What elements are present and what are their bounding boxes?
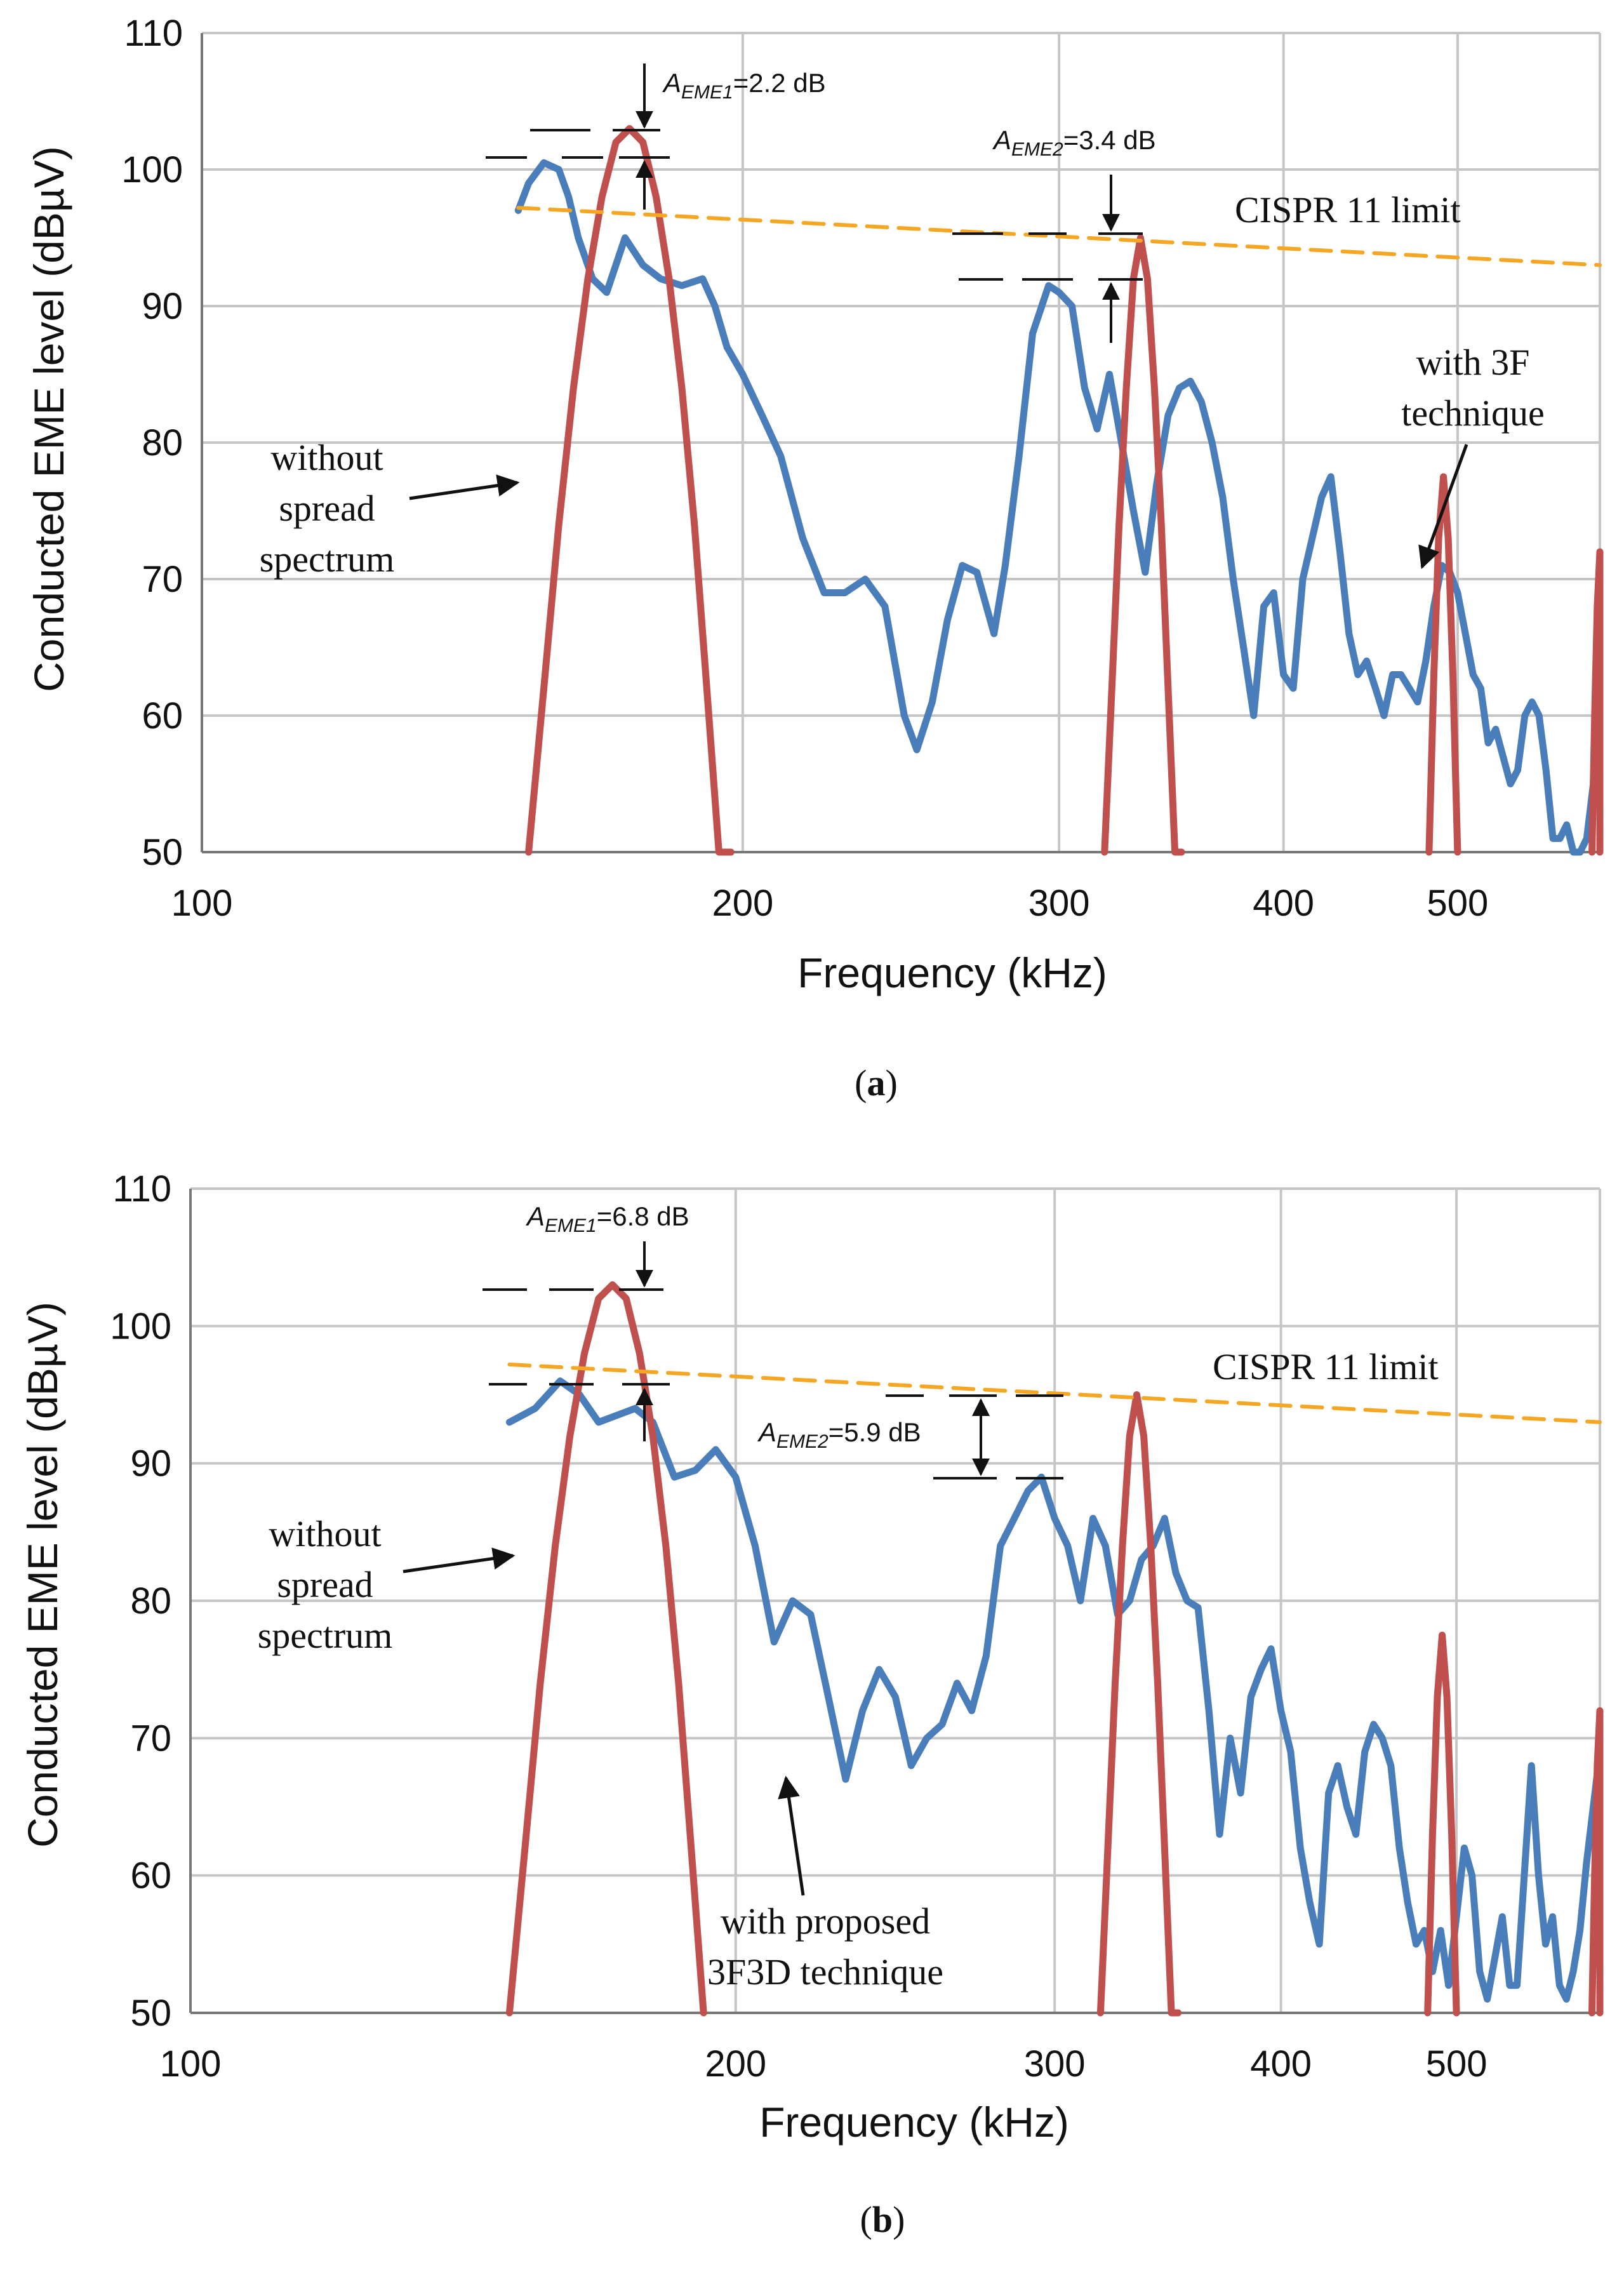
y-tick-label: 90 — [130, 1443, 171, 1485]
x-axis-label-a: Frequency (kHz) — [797, 949, 1107, 996]
series-a — [514, 125, 1604, 856]
aeme2-b-sub: EME2 — [776, 1431, 829, 1452]
svg-text:AEME2=5.9 dB: AEME2=5.9 dB — [757, 1417, 921, 1452]
x-tick-label: 100 — [160, 2043, 222, 2085]
aeme1-a-letter: A — [662, 68, 681, 98]
without-ss-label-b: without spread spectrum — [258, 1513, 516, 1656]
aeme1-b-sub: EME1 — [545, 1215, 597, 1236]
x-tick-label: 400 — [1250, 2043, 1312, 2085]
y-axis-label-a: Conducted EME level (dBµV) — [25, 146, 72, 692]
with-3f-a-line1: with 3F — [1416, 342, 1530, 383]
without-ss-b-line1: without — [269, 1513, 381, 1554]
y-tick-label: 50 — [130, 1993, 171, 2034]
with-3f-a-line2: technique — [1401, 392, 1544, 434]
cispr-label-b: CISPR 11 limit — [1213, 1346, 1439, 1387]
panel-label-b: (b) — [860, 2199, 905, 2240]
with-3f-label-a: with 3F technique — [1401, 342, 1545, 570]
without-ss-a-line2: spread — [279, 488, 375, 529]
y-tick-label: 50 — [142, 832, 183, 873]
grid-a — [201, 32, 1601, 853]
aeme2-annotation-a: AEME2=3.4 dB — [952, 125, 1156, 343]
aeme2-annotation-b: AEME2=5.9 dB — [757, 1394, 1063, 1479]
y-tick-label: 60 — [130, 1855, 171, 1897]
aeme2-b-value: =5.9 dB — [829, 1417, 921, 1447]
aeme1-a-value: =2.2 dB — [733, 68, 826, 98]
without-ss-label-a: without spread spectrum — [260, 437, 520, 580]
x-tick-label: 300 — [1028, 883, 1090, 924]
x-ticks-a: 100 200 300 400 500 — [171, 883, 1489, 924]
without-ss-b-line2: spread — [277, 1564, 373, 1605]
chart-panel-a: 50 60 70 80 90 100 110 100 200 300 400 500 Frequen… — [25, 13, 1604, 1104]
x-axis-label-b: Frequency (kHz) — [759, 2099, 1069, 2146]
aeme1-b-value: =6.8 dB — [597, 1201, 689, 1231]
x-tick-label: 200 — [705, 2043, 766, 2085]
svg-text:AEME1=6.8 dB: AEME1=6.8 dB — [525, 1201, 689, 1236]
svg-text:AEME2=3.4 dB: AEME2=3.4 dB — [992, 125, 1156, 160]
panel-label-a: (a) — [855, 1062, 898, 1104]
y-tick-label: 60 — [142, 695, 183, 737]
series-line-without-ss — [525, 125, 1604, 856]
aeme1-a-sub: EME1 — [681, 82, 733, 103]
x-tick-label: 500 — [1426, 2043, 1488, 2085]
series-line-with-technique — [514, 159, 1604, 856]
y-tick-label: 100 — [121, 149, 183, 190]
series-line-cispr-limit — [516, 206, 1602, 267]
y-tick-label: 70 — [142, 559, 183, 600]
aeme2-a-value: =3.4 dB — [1063, 125, 1156, 155]
y-ticks-b: 50 60 70 80 90 100 110 — [110, 1168, 171, 2034]
y-tick-label: 100 — [110, 1305, 171, 1347]
x-tick-label: 500 — [1427, 883, 1489, 924]
series-line-without-ss — [505, 1281, 1604, 2017]
aeme2-a-sub: EME2 — [1011, 139, 1063, 160]
y-axis-label-b: Conducted EME level (dBµV) — [19, 1302, 66, 1848]
y-tick-label: 70 — [130, 1718, 171, 1759]
x-tick-label: 100 — [171, 883, 233, 924]
x-ticks-b: 100 200 300 400 500 — [160, 2043, 1488, 2085]
y-tick-label: 90 — [142, 286, 183, 327]
series-b — [505, 1281, 1604, 2017]
series-line-cispr-limit — [507, 1362, 1602, 1424]
aeme1-annotation-b: AEME1=6.8 dB — [483, 1201, 689, 1441]
x-tick-label: 300 — [1024, 2043, 1086, 2085]
with-3f3d-label-b: with proposed 3F3D technique — [707, 1775, 943, 1993]
without-ss-a-line1: without — [270, 437, 383, 478]
chart-panel-b: 50 60 70 80 90 100 110 100 200 300 400 500 Frequen… — [19, 1168, 1604, 2240]
aeme1-b-letter: A — [525, 1201, 545, 1231]
x-tick-label: 400 — [1253, 883, 1314, 924]
aeme2-a-letter: A — [992, 125, 1011, 155]
aeme2-b-letter: A — [757, 1417, 776, 1447]
aeme1-annotation-a: AEME1=2.2 dB — [486, 63, 826, 210]
y-tick-label: 110 — [113, 1168, 171, 1210]
x-tick-label: 200 — [712, 883, 773, 924]
y-tick-label: 80 — [130, 1580, 171, 1622]
without-ss-a-line3: spectrum — [260, 538, 395, 580]
y-tick-label: 110 — [124, 13, 183, 54]
svg-text:AEME1=2.2 dB: AEME1=2.2 dB — [662, 68, 826, 103]
y-ticks-a: 50 60 70 80 90 100 110 — [121, 13, 183, 873]
y-tick-label: 80 — [142, 422, 183, 464]
cispr-label-a: CISPR 11 limit — [1235, 189, 1461, 230]
without-ss-b-line3: spectrum — [258, 1615, 393, 1656]
with-3f3d-b-line2: 3F3D technique — [707, 1951, 943, 1993]
grid-b — [189, 1187, 1601, 2014]
with-3f3d-b-line1: with proposed — [721, 1900, 930, 1942]
series-line-with-technique — [505, 1377, 1604, 2003]
